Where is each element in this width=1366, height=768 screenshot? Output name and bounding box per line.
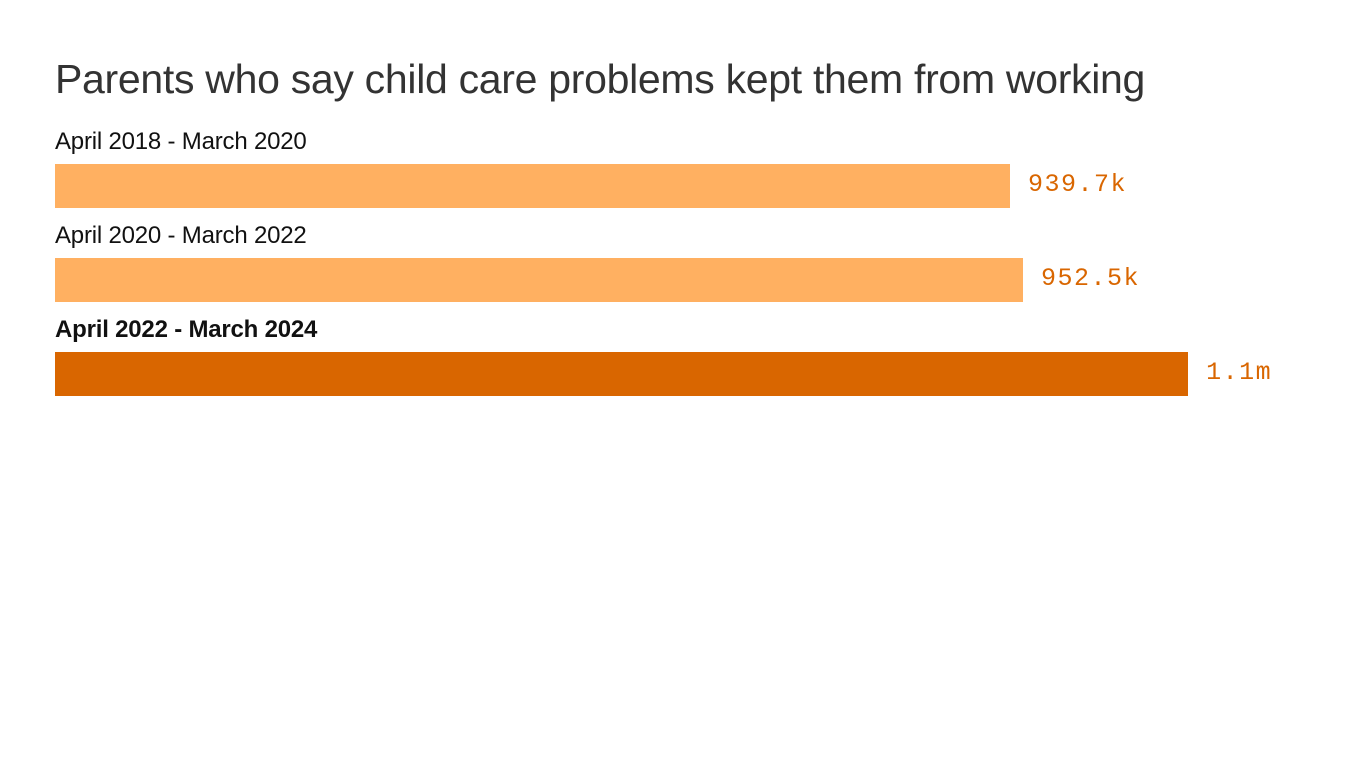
bar-highlighted	[55, 352, 1189, 396]
category-label: April 2020 - March 2022	[55, 222, 307, 249]
bar	[55, 164, 1010, 208]
bar	[55, 258, 1023, 302]
chart-title: Parents who say child care problems kept…	[55, 56, 1146, 102]
data-label: 952.5k	[1041, 264, 1141, 293]
data-label: 1.1m	[1206, 358, 1273, 387]
data-label: 939.7k	[1028, 170, 1128, 199]
category-label-highlighted: April 2022 - March 2024	[55, 316, 318, 343]
category-label: April 2018 - March 2020	[55, 128, 307, 155]
